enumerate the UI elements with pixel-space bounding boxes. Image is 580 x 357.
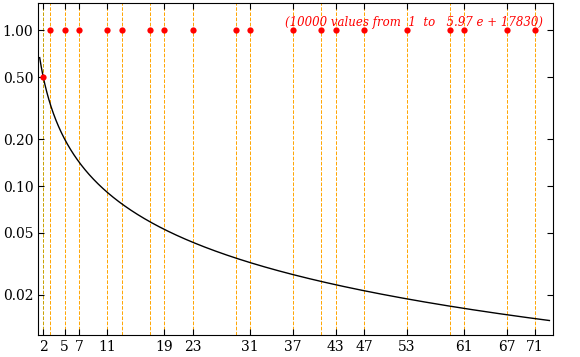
Text: (10000 values from  1  to   5.97 e + 17830): (10000 values from 1 to 5.97 e + 17830) <box>285 16 543 29</box>
